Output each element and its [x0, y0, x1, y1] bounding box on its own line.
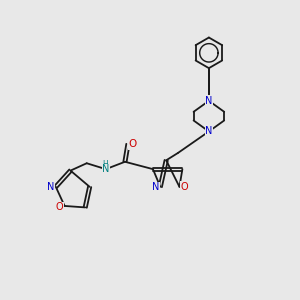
Text: N: N	[152, 182, 160, 192]
Text: N: N	[205, 96, 213, 106]
Text: N: N	[102, 164, 110, 174]
Text: N: N	[205, 126, 213, 136]
Text: O: O	[128, 139, 136, 149]
Text: N: N	[47, 182, 55, 192]
Text: H: H	[102, 160, 108, 169]
Text: O: O	[56, 202, 63, 212]
Text: O: O	[180, 182, 188, 192]
